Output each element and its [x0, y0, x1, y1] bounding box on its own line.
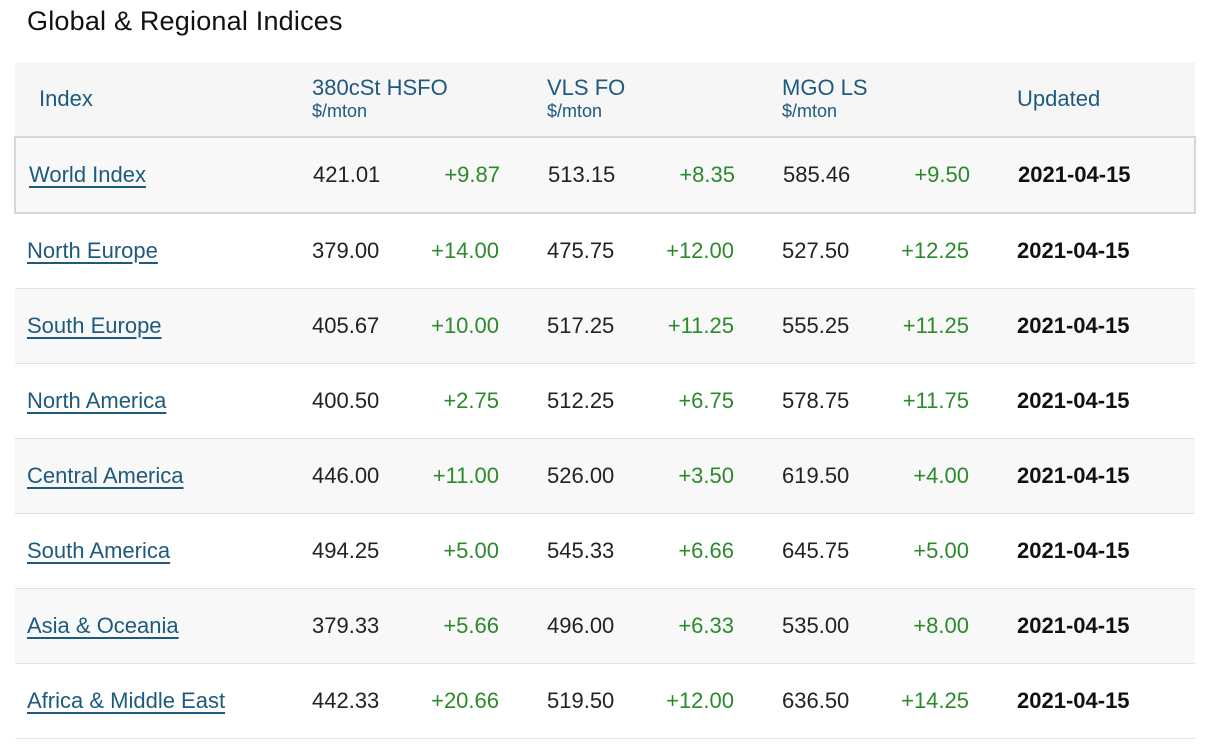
vlsfo-value: 475.75 [547, 238, 615, 263]
hsfo-change: +10.00 [431, 313, 499, 338]
vlsfo-value: 545.33 [547, 538, 615, 563]
mgo-change: +8.00 [913, 613, 969, 638]
vlsfo-change: +3.50 [678, 463, 734, 488]
updated-date: 2021-04-15 [1017, 388, 1130, 413]
vlsfo-change: +12.00 [666, 688, 734, 713]
table-row: Africa & Middle East 442.33 +20.66 519.50 +1… [15, 664, 1195, 739]
hsfo-change: +9.87 [444, 162, 500, 187]
header-vlsfo-name: VLS FO [547, 75, 626, 100]
page-title: Global & Regional Indices [27, 6, 343, 36]
header-hsfo-name: 380cSt HSFO [312, 75, 448, 100]
header-vlsfo-unit: $/mton [547, 101, 603, 121]
region-link[interactable]: North Europe [27, 238, 158, 263]
hsfo-change: +14.00 [431, 238, 499, 263]
hsfo-change: +5.00 [443, 538, 499, 563]
vlsfo-value: 512.25 [547, 388, 615, 413]
table-row: North Europe 379.00 +14.00 475.75 +12.00 527.… [15, 214, 1195, 289]
mgo-value: 636.50 [782, 688, 850, 713]
hsfo-value: 379.33 [312, 613, 380, 638]
hsfo-change: +2.75 [443, 388, 499, 413]
mgo-change: +9.50 [914, 162, 970, 187]
vlsfo-change: +12.00 [666, 238, 734, 263]
header-mgo-unit: $/mton [782, 101, 838, 121]
mgo-value: 619.50 [782, 463, 850, 488]
hsfo-change: +11.00 [432, 463, 499, 488]
hsfo-value: 421.01 [313, 162, 381, 187]
table-row: World Index 421.01 +9.87 513.15 +8.35 585.46 +… [14, 136, 1196, 214]
updated-date: 2021-04-15 [1017, 238, 1130, 263]
mgo-change: +12.25 [901, 238, 969, 263]
updated-date: 2021-04-15 [1017, 463, 1130, 488]
mgo-value: 578.75 [782, 388, 850, 413]
header-hsfo: 380cSt HSFO $/mton [312, 75, 448, 121]
table-header: Index 380cSt HSFO $/mton VLS FO $/mton M… [15, 62, 1195, 136]
region-link[interactable]: Africa & Middle East [27, 688, 226, 713]
hsfo-value: 446.00 [312, 463, 380, 488]
header-mgo-name: MGO LS [782, 75, 868, 100]
region-link[interactable]: Asia & Oceania [27, 613, 179, 638]
hsfo-change: +5.66 [443, 613, 499, 638]
header-hsfo-unit: $/mton [312, 101, 368, 121]
table-row: Asia & Oceania 379.33 +5.66 496.00 +6.33 535.… [15, 589, 1195, 664]
table-row: South Europe 405.67 +10.00 517.25 +11.25 555.… [15, 289, 1195, 364]
region-link[interactable]: World Index [29, 162, 146, 187]
table-row: Central America 446.00 +11.00 526.00 +3.50 61… [15, 439, 1195, 514]
region-link[interactable]: South America [27, 538, 171, 563]
hsfo-value: 442.33 [312, 688, 380, 713]
vlsfo-value: 496.00 [547, 613, 615, 638]
mgo-change: +4.00 [913, 463, 969, 488]
table-row: North America 400.50 +2.75 512.25 +6.75 578.7… [15, 364, 1195, 439]
updated-date: 2021-04-15 [1017, 538, 1130, 563]
header-vlsfo: VLS FO $/mton [547, 75, 625, 121]
hsfo-value: 494.25 [312, 538, 380, 563]
vlsfo-value: 526.00 [547, 463, 615, 488]
header-updated: Updated [1017, 86, 1101, 111]
mgo-change: +11.25 [902, 313, 969, 338]
vlsfo-change: +6.75 [678, 388, 734, 413]
mgo-value: 527.50 [782, 238, 850, 263]
header-index: Index [39, 86, 93, 111]
updated-date: 2021-04-15 [1018, 162, 1131, 187]
hsfo-value: 405.67 [312, 313, 380, 338]
hsfo-change: +20.66 [431, 688, 499, 713]
vlsfo-change: +6.66 [678, 538, 734, 563]
vlsfo-change: +11.25 [667, 313, 734, 338]
hsfo-value: 379.00 [312, 238, 380, 263]
vlsfo-value: 513.15 [548, 162, 616, 187]
region-link[interactable]: South Europe [27, 313, 162, 338]
mgo-value: 645.75 [782, 538, 850, 563]
mgo-value: 535.00 [782, 613, 850, 638]
indices-table: Index 380cSt HSFO $/mton VLS FO $/mton M… [14, 62, 1196, 739]
vlsfo-change: +8.35 [679, 162, 735, 187]
mgo-change: +14.25 [901, 688, 969, 713]
mgo-value: 555.25 [782, 313, 850, 338]
vlsfo-value: 519.50 [547, 688, 615, 713]
header-mgo: MGO LS $/mton [782, 75, 868, 121]
region-link[interactable]: Central America [27, 463, 184, 488]
mgo-change: +11.75 [902, 388, 969, 413]
mgo-change: +5.00 [913, 538, 969, 563]
region-link[interactable]: North America [27, 388, 167, 413]
mgo-value: 585.46 [783, 162, 851, 187]
vlsfo-change: +6.33 [678, 613, 734, 638]
vlsfo-value: 517.25 [547, 313, 615, 338]
table-body: World Index 421.01 +9.87 513.15 +8.35 585.46 +… [14, 136, 1196, 739]
updated-date: 2021-04-15 [1017, 313, 1130, 338]
table-row: South America 494.25 +5.00 545.33 +6.66 645.7… [15, 514, 1195, 589]
updated-date: 2021-04-15 [1017, 613, 1130, 638]
updated-date: 2021-04-15 [1017, 688, 1130, 713]
hsfo-value: 400.50 [312, 388, 380, 413]
